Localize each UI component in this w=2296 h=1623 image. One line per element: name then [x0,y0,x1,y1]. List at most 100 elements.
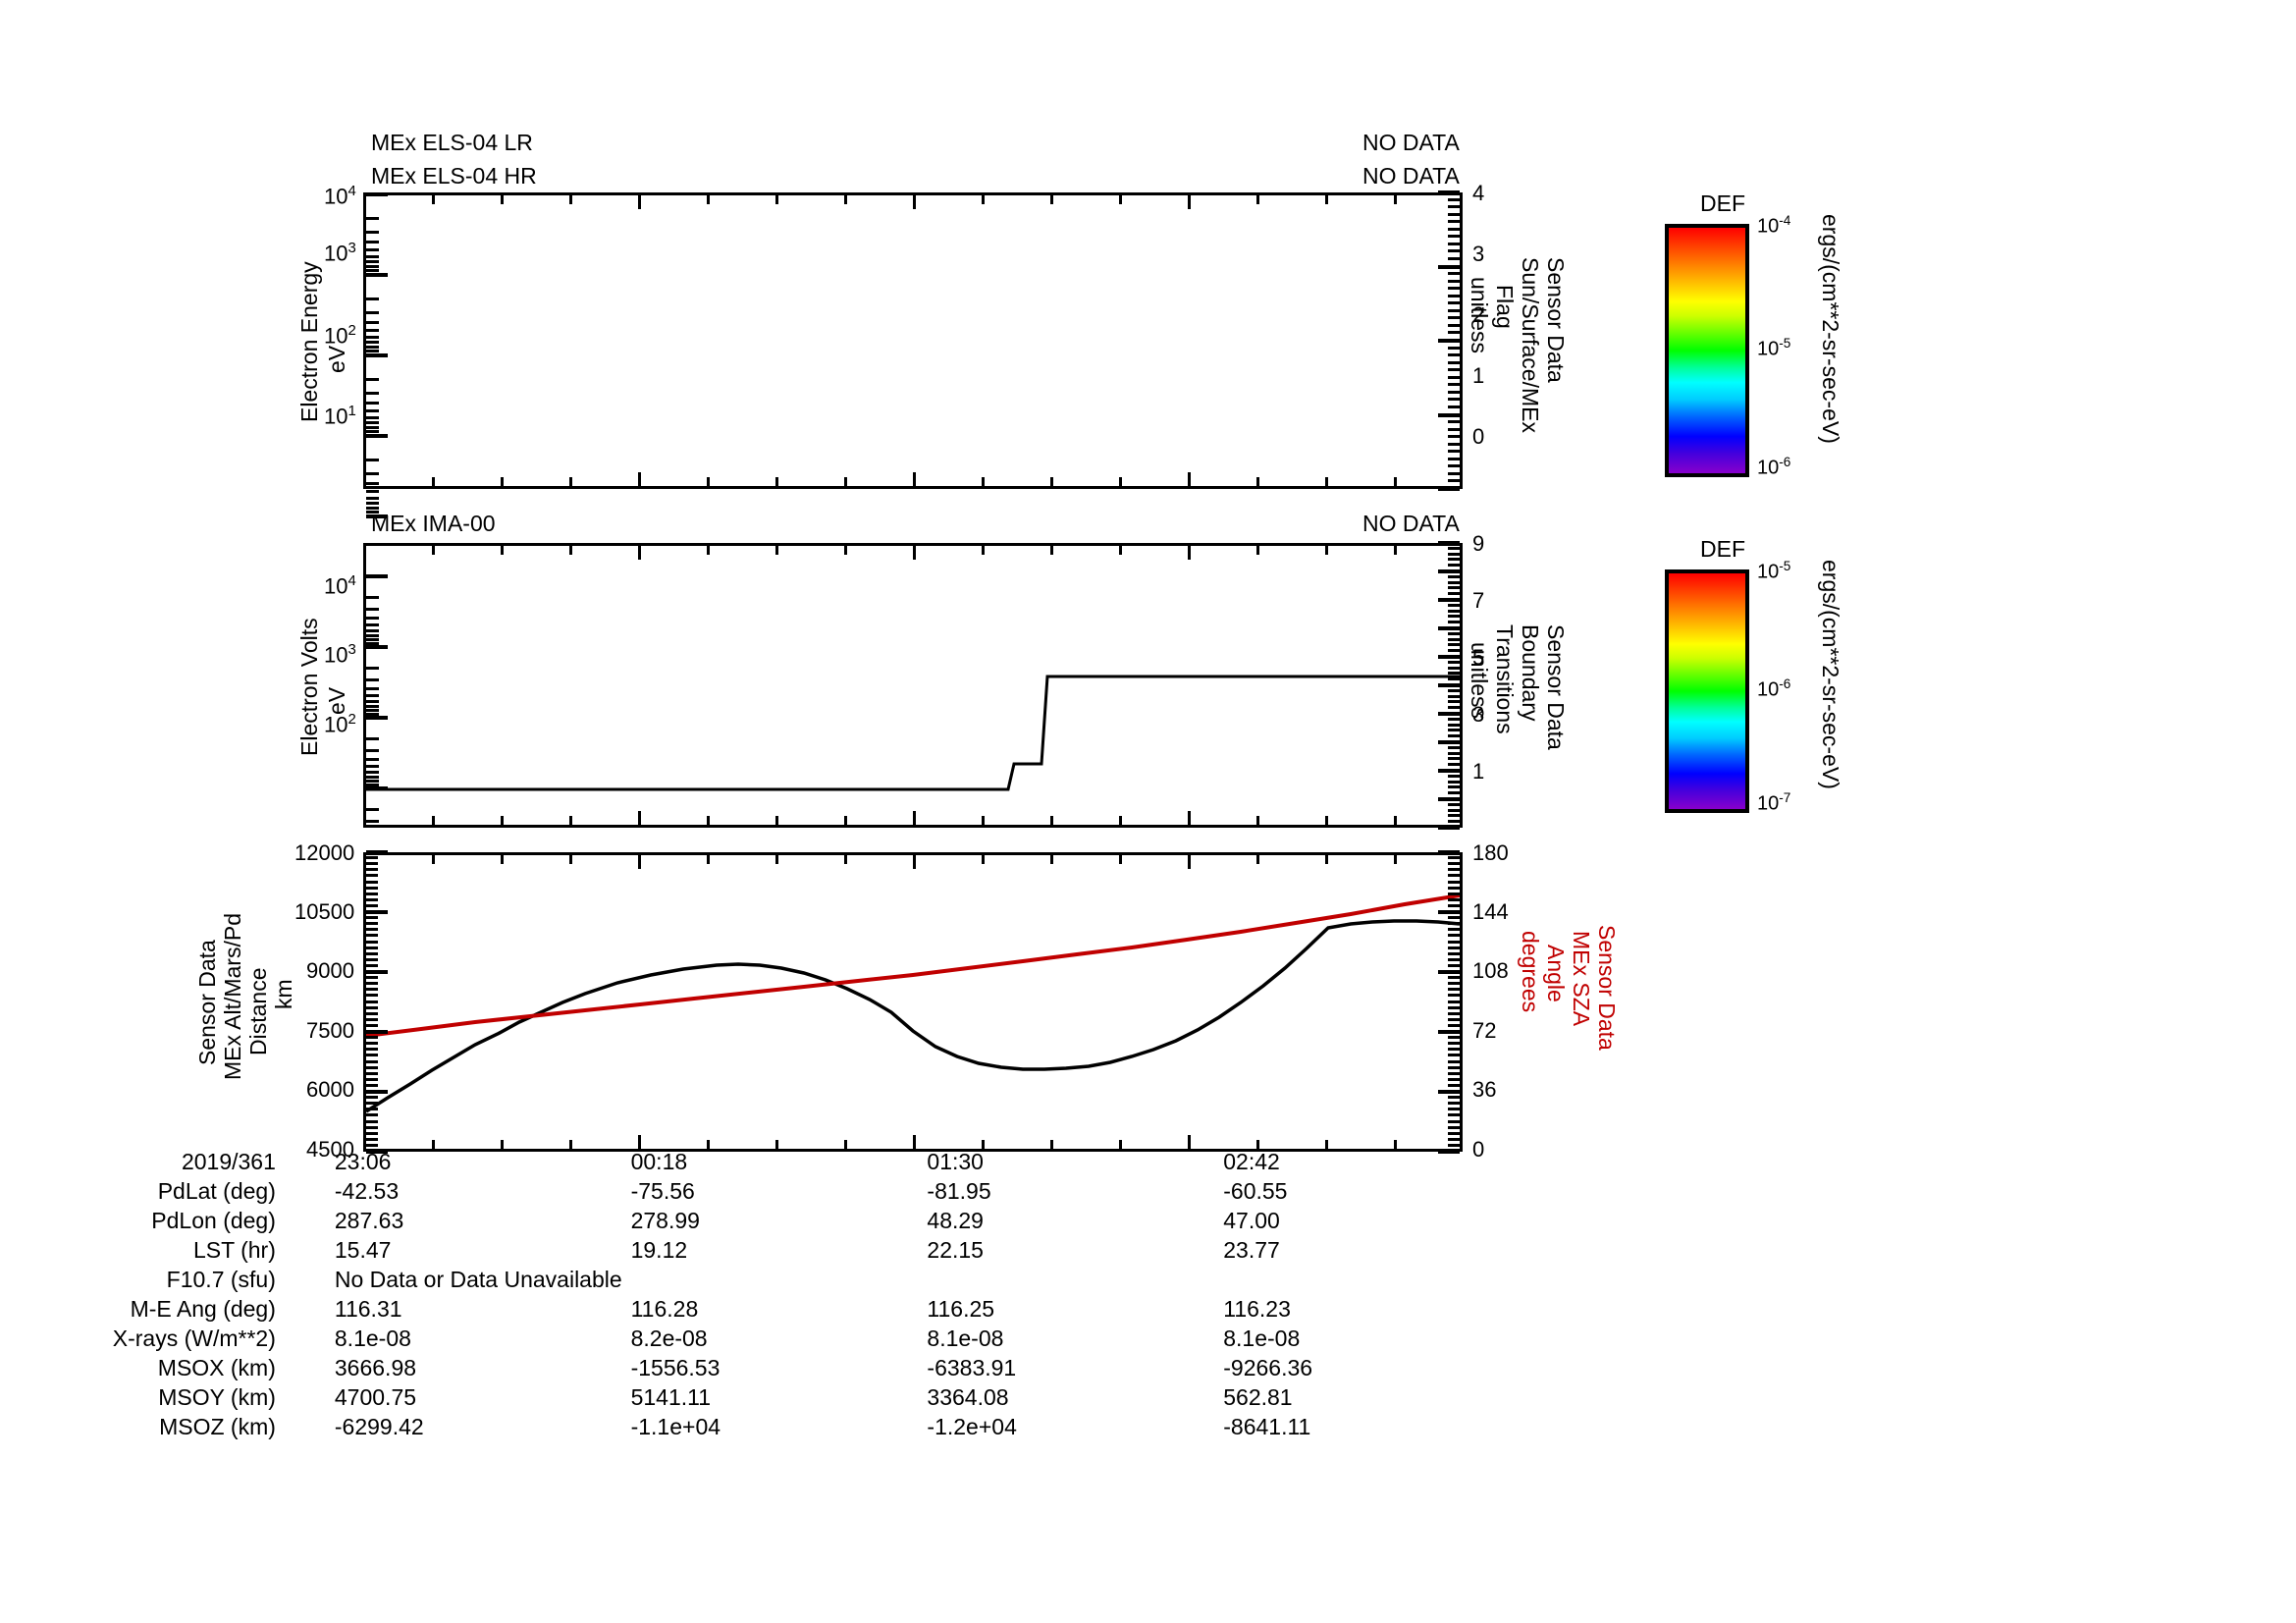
panel-alt-y2label-line2: MEx SZA [1569,931,1594,1027]
ephemeris-value: 15.47 [334,1237,392,1263]
cb1-mid-exponent: -5 [1779,336,1791,351]
panel-ima-y2label-line1: Sensor Data [1543,624,1569,750]
ytick-exponent: 2 [347,711,356,728]
colorbar-1-min-label: 10-6 [1757,456,1790,478]
colorbar-2-min-label: 10-7 [1757,791,1790,814]
ephemeris-value: 562.81 [1223,1384,1293,1410]
panel-ima-y2label-line2: Boundary [1518,624,1543,722]
cb2-max-mantissa: 10 [1757,561,1780,583]
ephemeris-value: -6383.91 [927,1355,1017,1380]
panel-alt-y2tick-0: 0 [1472,1137,1485,1162]
colorbar-2-mid-label: 10-6 [1757,677,1790,700]
panel-ima-ylabel-line1: Electron Volts [296,618,322,756]
panel-alt-ytick-10500: 10500 [294,899,355,924]
ephemeris-value: 19.12 [630,1237,688,1263]
colorbar-1-title: DEF [1700,190,1745,216]
ephemeris-value: -60.55 [1223,1178,1288,1204]
panel-els-ytick-1e4: 104 [324,184,356,209]
ytick-mantissa: 10 [324,712,348,737]
ephemeris-value: 278.99 [630,1208,700,1233]
ephemeris-value: 02:42 [1223,1149,1280,1174]
panel-els-y2tick-4: 4 [1472,181,1485,205]
colorbar-2-units: ergs/(cm**2-sr-sec-eV) [1818,560,1843,789]
trace-status-ima: NO DATA [1362,511,1460,536]
ephemeris-value: 5141.11 [630,1384,712,1410]
ytick-exponent: 4 [347,572,356,589]
ephemeris-value: 116.28 [630,1296,699,1322]
ephemeris-row-label: PdLat (deg) [157,1178,276,1204]
cb1-mid-mantissa: 10 [1757,338,1780,360]
cb2-min-mantissa: 10 [1757,792,1780,815]
panel-alt-ytick-9000: 9000 [306,958,354,983]
ephemeris-value: 00:18 [630,1149,688,1174]
panel-electron-energy [363,192,1463,489]
panel-ima-ytick-1e3: 103 [324,641,356,666]
panel-ima-y2label-line4: unitless [1467,642,1492,719]
panel-els-y2tick-3: 3 [1472,242,1485,266]
cb2-mid-exponent: -6 [1779,676,1791,691]
table-row: X-rays (W/m**2) 8.1e-08 8.2e-08 8.1e-08 8.1e… [0,1324,1472,1353]
panel-alt-y2tick-36: 36 [1472,1077,1497,1102]
ytick-mantissa: 10 [324,323,348,349]
panel-ima-ylabel-line2: eV [324,686,349,715]
ephemeris-row-label: 2019/361 [181,1149,276,1174]
ephemeris-value-span: No Data or Data Unavailable [334,1267,622,1292]
ephemeris-value: 01:30 [927,1149,984,1174]
panel-electron-volts [363,543,1463,828]
panel-els-y2label-line2: Sun/Surface/MEx [1518,257,1543,433]
trace-label-els-lr: MEx ELS-04 LR [371,130,533,155]
panel-alt-y2tick-108: 108 [1472,958,1509,983]
ytick-mantissa: 10 [324,241,348,266]
ephemeris-value: -9266.36 [1223,1355,1313,1380]
colorbar-1-units: ergs/(cm**2-sr-sec-eV) [1818,214,1843,444]
cb1-min-mantissa: 10 [1757,457,1780,479]
table-row: 2019/361 23:06 00:18 01:30 02:42 [0,1147,1472,1176]
ytick-mantissa: 10 [324,184,348,209]
ytick-mantissa: 10 [324,573,348,599]
panel-alt-y2tick-72: 72 [1472,1018,1497,1043]
ephemeris-value: 4700.75 [334,1384,417,1410]
ephemeris-value: -1.2e+04 [927,1414,1017,1439]
ephemeris-row-label: F10.7 (sfu) [166,1267,276,1292]
panel-alt-y2label-line1: Sensor Data [1594,925,1620,1051]
panel-alt-ytick-4500: 4500 [306,1137,354,1162]
ephemeris-value: 8.2e-08 [630,1325,708,1351]
table-row: PdLat (deg) -42.53 -75.56 -81.95 -60.55 [0,1176,1472,1206]
ytick-exponent: 3 [347,641,356,658]
ephemeris-value: 3364.08 [927,1384,1009,1410]
panel-alt-ylabel-line1: Sensor Data [194,940,220,1065]
table-row: MSOZ (km) -6299.42 -1.1e+04 -1.2e+04 -8641.1… [0,1412,1472,1441]
panel-alt-y2tick-180: 180 [1472,840,1509,865]
panel-els-ytick-1e3: 103 [324,240,356,266]
ephemeris-row-label: MSOZ (km) [159,1414,276,1439]
panel-ima-y2tick-1: 1 [1472,759,1485,784]
trace-status-els-hr: NO DATA [1362,163,1460,189]
trace-label-els-hr: MEx ELS-04 HR [371,163,537,189]
panel-altitude-sza [363,852,1463,1152]
table-row: PdLon (deg) 287.63 278.99 48.29 47.00 [0,1206,1472,1235]
ephemeris-row-label: X-rays (W/m**2) [112,1325,276,1351]
ephemeris-value: 47.00 [1223,1208,1280,1233]
colorbar-2-title: DEF [1700,536,1745,562]
table-row: F10.7 (sfu) No Data or Data Unavailable [0,1265,1472,1294]
cb1-max-exponent: -4 [1779,213,1791,228]
ephemeris-value: 8.1e-08 [927,1325,1004,1351]
colorbar-1 [1665,224,1749,477]
panel-els-y2label-line3: Flag [1492,285,1518,329]
ephemeris-value: 116.23 [1223,1296,1291,1322]
colorbar-1-mid-label: 10-5 [1757,337,1790,359]
sza-trace [366,895,1460,1036]
table-row: LST (hr) 15.47 19.12 22.15 23.77 [0,1235,1472,1265]
ephemeris-value: 116.31 [334,1296,402,1322]
ephemeris-table-grid: 2019/361 23:06 00:18 01:30 02:42 PdLat (deg) -… [0,1147,1472,1441]
ephemeris-value: 8.1e-08 [1223,1325,1301,1351]
ytick-exponent: 2 [347,322,356,339]
ephemeris-value: -8641.11 [1223,1414,1311,1439]
panel-alt-ytick-7500: 7500 [306,1018,354,1043]
ephemeris-value: 48.29 [927,1208,984,1233]
ephemeris-row-label: M-E Ang (deg) [130,1296,276,1322]
panel-els-y2tick-1: 1 [1472,363,1485,388]
panel-els-ytick-1e1: 101 [324,404,356,427]
colorbar-2-gradient [1669,573,1745,809]
ytick-exponent: 3 [347,240,356,256]
